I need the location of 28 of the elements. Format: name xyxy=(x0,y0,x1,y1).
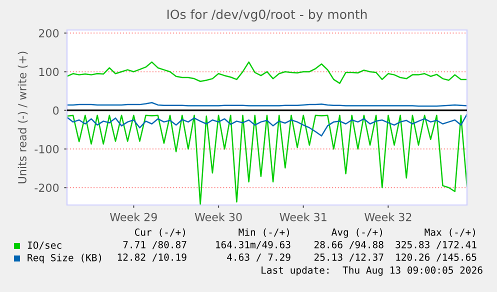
x-tick-label: Week 29 xyxy=(110,212,157,222)
text: Avg (-/+) xyxy=(332,228,382,238)
y-axis-title: Units read (-) / write (+) xyxy=(18,52,28,184)
text: Min (-/+) xyxy=(238,228,289,237)
text: Cur (-/+) xyxy=(134,228,185,237)
y-tick-label: 100 xyxy=(39,68,59,76)
y-tick-label: -100 xyxy=(34,144,59,154)
line-series xyxy=(67,114,467,136)
text: 4.63 / 7.29 xyxy=(227,253,290,262)
text: 120.26 /145.65 xyxy=(396,253,476,262)
y-tick-label: 200 xyxy=(38,29,59,38)
text: Max (-/+) xyxy=(424,228,475,237)
y-tick-label: -200 xyxy=(34,184,59,192)
x-tick-label: Week 32 xyxy=(364,212,412,222)
line-series xyxy=(67,61,467,84)
x-tick-label: Week 31 xyxy=(280,212,326,222)
text: 25.13 /12.37 xyxy=(314,253,384,262)
text: 28.66 /94.88 xyxy=(314,240,384,250)
text: 164.31m/49.63 xyxy=(216,240,290,250)
x-tick-label: Week 30 xyxy=(194,212,242,222)
text: 12.82 /10.19 xyxy=(118,253,186,262)
legend-label: IO/sec xyxy=(28,241,62,250)
text: 7.71 /80.87 xyxy=(123,240,186,250)
text: 325.83 /172.41 xyxy=(396,240,476,250)
y-tick-label: 0 xyxy=(53,106,59,115)
legend-label: Req Size (KB) xyxy=(28,254,102,264)
text: Last update: Thu Aug 13 09:00:05 2026 xyxy=(262,266,482,276)
chart-title: IOs for /dev/vg0/root - by month xyxy=(167,9,367,22)
